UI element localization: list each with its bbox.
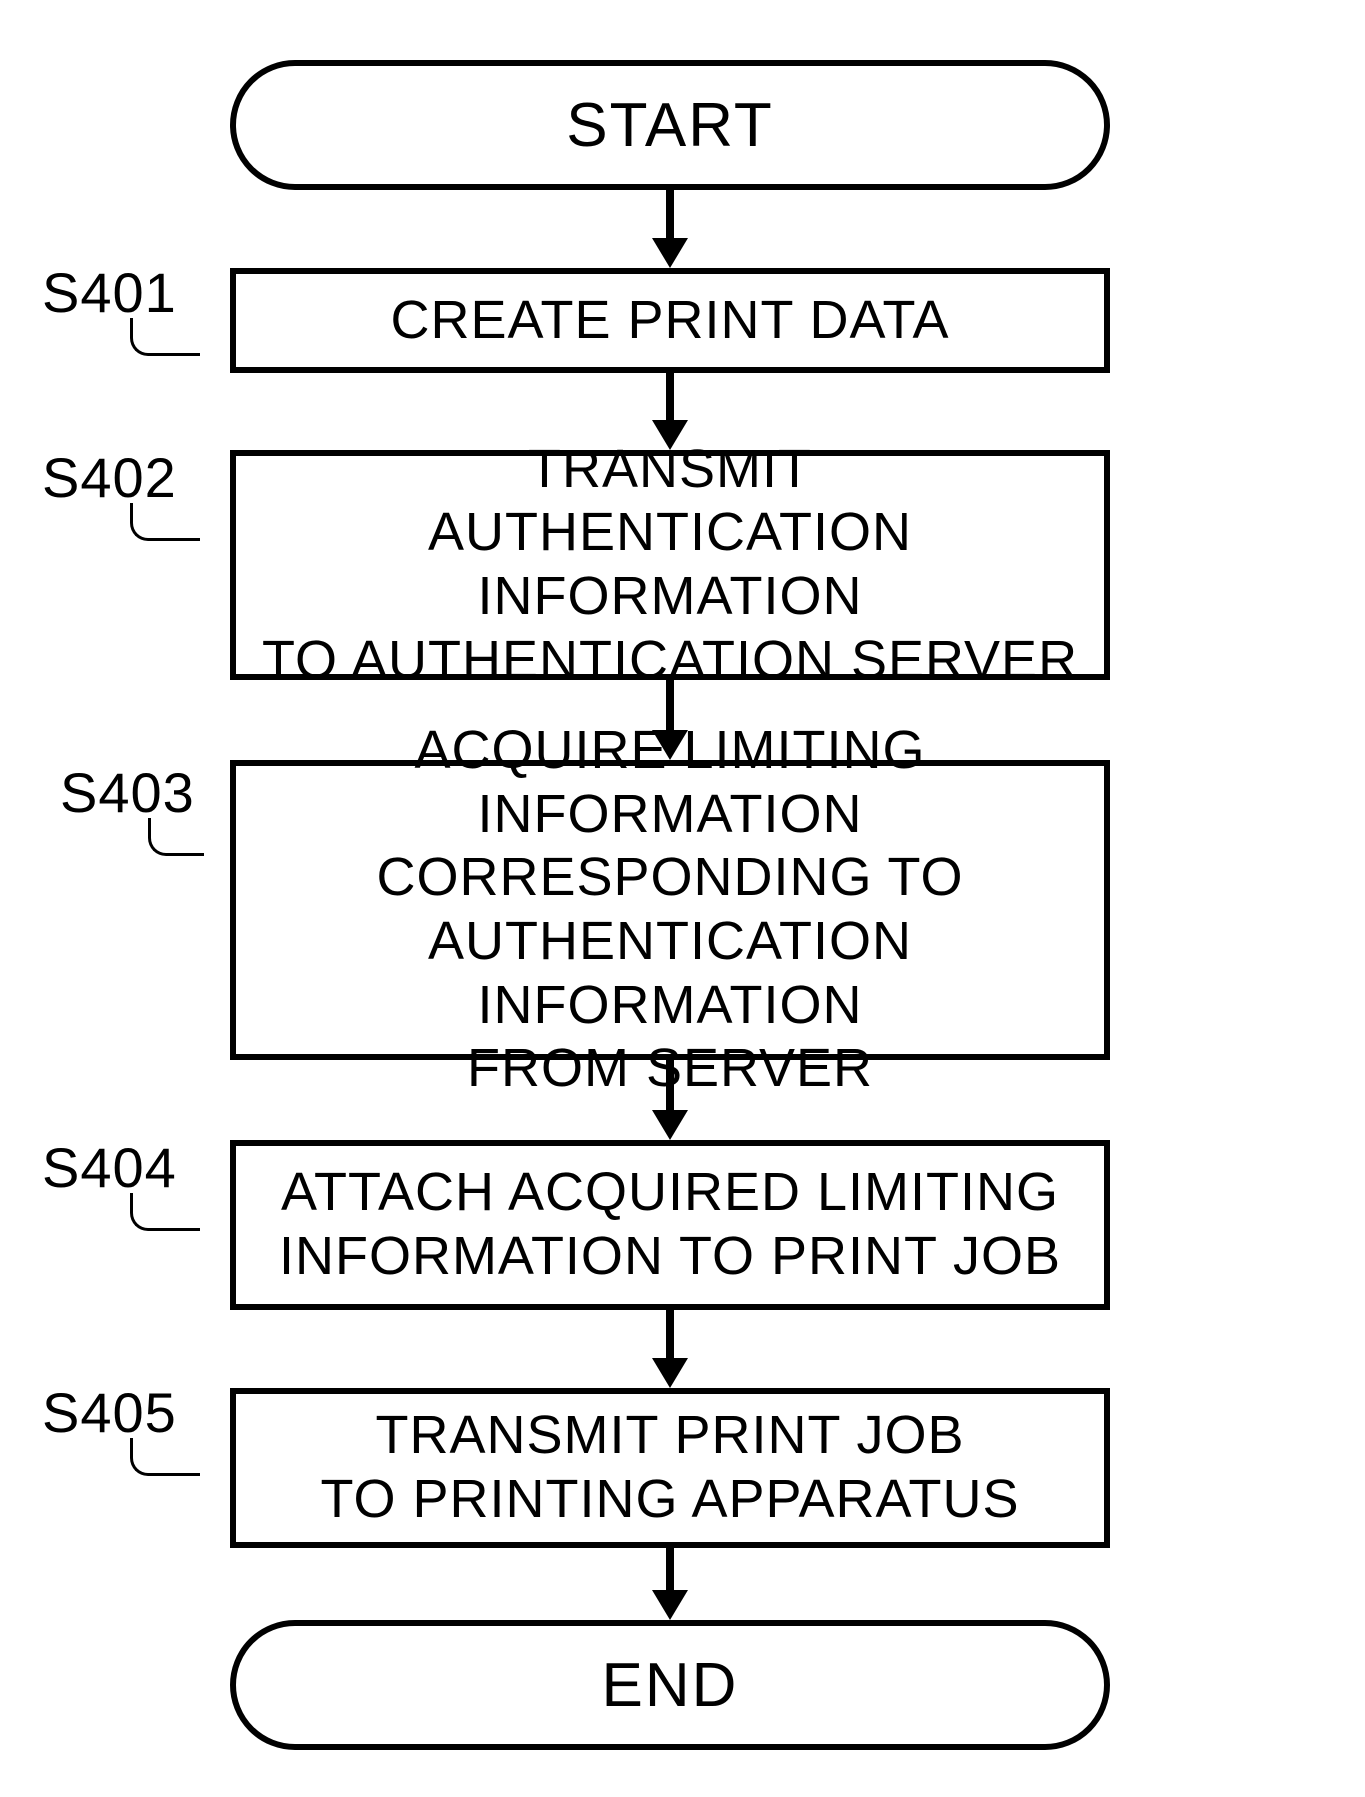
step-tail-s401	[130, 318, 200, 356]
terminal-start-label: START	[566, 90, 774, 161]
process-s402: TRANSMITAUTHENTICATION INFORMATIONTO AUT…	[230, 450, 1110, 680]
step-tail-s404	[130, 1193, 200, 1231]
terminal-end: END	[230, 1620, 1110, 1750]
connector-5-head	[652, 1358, 688, 1388]
connector-4-line	[666, 1060, 674, 1112]
step-label-s402: S402	[42, 445, 177, 510]
process-s401-text: CREATE PRINT DATA	[390, 289, 949, 353]
connector-4-head	[652, 1110, 688, 1140]
step-label-s401: S401	[42, 260, 177, 325]
connector-1-line	[666, 190, 674, 240]
step-tail-s405	[130, 1438, 200, 1476]
step-tail-s403	[148, 818, 204, 856]
process-s403: ACQUIRE LIMITING INFORMATIONCORRESPONDIN…	[230, 760, 1110, 1060]
process-s405: TRANSMIT PRINT JOBTO PRINTING APPARATUS	[230, 1388, 1110, 1548]
connector-2-head	[652, 420, 688, 450]
process-s401: CREATE PRINT DATA	[230, 268, 1110, 373]
step-tail-s402	[130, 503, 200, 541]
connector-6-head	[652, 1590, 688, 1620]
terminal-start: START	[230, 60, 1110, 190]
connector-3-line	[666, 680, 674, 732]
terminal-end-label: END	[602, 1650, 739, 1721]
connector-6-line	[666, 1548, 674, 1592]
step-label-s403: S403	[60, 760, 195, 825]
flowchart-canvas: START S401 CREATE PRINT DATA S402 TRANSM…	[0, 0, 1365, 1797]
step-label-s404: S404	[42, 1135, 177, 1200]
connector-2-line	[666, 373, 674, 422]
process-s403-text: ACQUIRE LIMITING INFORMATIONCORRESPONDIN…	[248, 719, 1092, 1101]
process-s405-text: TRANSMIT PRINT JOBTO PRINTING APPARATUS	[320, 1404, 1019, 1531]
process-s404-text: ATTACH ACQUIRED LIMITINGINFORMATION TO P…	[279, 1161, 1061, 1288]
process-s404: ATTACH ACQUIRED LIMITINGINFORMATION TO P…	[230, 1140, 1110, 1310]
connector-5-line	[666, 1310, 674, 1360]
connector-1-head	[652, 238, 688, 268]
step-label-s405: S405	[42, 1380, 177, 1445]
connector-3-head	[652, 730, 688, 760]
process-s402-text: TRANSMITAUTHENTICATION INFORMATIONTO AUT…	[248, 438, 1092, 693]
